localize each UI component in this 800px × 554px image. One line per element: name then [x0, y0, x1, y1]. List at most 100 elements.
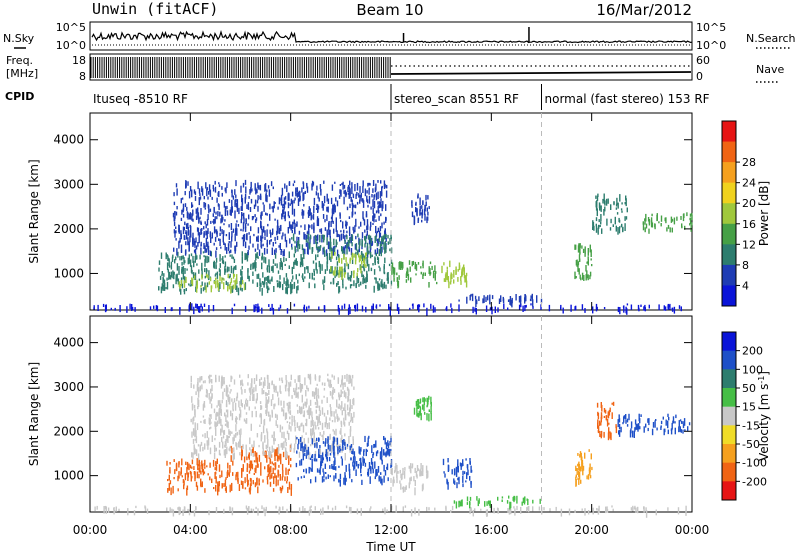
power-data-cell	[670, 227, 671, 232]
power-data-cell	[312, 181, 313, 187]
velocity-data-cell	[251, 509, 252, 512]
velocity-data-cell	[671, 429, 672, 434]
nsky-label: N.Sky	[3, 32, 35, 45]
velocity-data-cell	[301, 408, 302, 413]
velocity-data-cell	[239, 414, 240, 421]
power-data-cell	[381, 223, 382, 229]
velocity-data-cell	[273, 468, 274, 474]
power-data-cell	[201, 222, 202, 225]
power-data-cell	[199, 255, 200, 260]
velocity-data-cell	[269, 383, 270, 389]
power-data-cell	[304, 305, 305, 313]
power-data-cell	[330, 266, 331, 272]
velocity-data-cell	[420, 463, 421, 469]
power-data-cell	[387, 235, 388, 239]
velocity-data-cell	[192, 460, 193, 465]
power-data-cell	[248, 202, 249, 210]
velocity-data-cell	[197, 398, 198, 406]
velocity-data-cell	[220, 429, 221, 436]
power-data-cell	[335, 205, 336, 212]
power-data-cell	[433, 305, 434, 312]
power-data-cell	[624, 216, 625, 221]
velocity-data-cell	[206, 465, 207, 467]
power-data-cell	[384, 184, 385, 188]
velocity-data-cell	[216, 464, 217, 471]
velocity-data-cell	[655, 419, 656, 421]
power-data-cell	[248, 250, 249, 255]
power-data-cell	[192, 214, 193, 216]
velocity-data-cell	[532, 500, 533, 504]
power-data-cell	[225, 188, 226, 194]
velocity-data-cell	[426, 413, 427, 420]
velocity-data-cell	[316, 459, 317, 462]
freq-strip-frame	[90, 54, 692, 80]
velocity-data-cell	[305, 423, 306, 426]
velocity-data-cell	[256, 374, 257, 381]
velocity-data-cell	[230, 507, 231, 511]
power-data-cell	[306, 266, 307, 269]
power-data-cell	[434, 265, 435, 272]
velocity-data-cell	[337, 438, 338, 445]
time-tick-label: 04:00	[173, 523, 208, 537]
power-data-cell	[616, 204, 617, 207]
velocity-data-cell	[204, 443, 205, 449]
velocity-data-cell	[275, 438, 276, 441]
power-data-cell	[365, 307, 366, 313]
velocity-data-cell	[279, 454, 280, 461]
power-data-cell	[199, 236, 200, 243]
power-data-cell	[370, 252, 371, 258]
velocity-data-cell	[226, 385, 227, 391]
velocity-data-cell	[467, 470, 468, 476]
velocity-data-cell	[173, 477, 174, 479]
power-data-cell	[341, 258, 342, 264]
velocity-data-cell	[634, 506, 635, 510]
power-data-cell	[218, 182, 219, 184]
velocity-data-cell	[410, 463, 411, 469]
power-data-cell	[215, 216, 216, 223]
power-data-cell	[390, 234, 391, 238]
power-data-cell	[343, 197, 344, 205]
velocity-data-cell	[290, 410, 291, 415]
power-data-cell	[200, 304, 201, 308]
velocity-data-cell	[689, 422, 690, 425]
power-data-cell	[604, 194, 605, 202]
power-data-cell	[374, 277, 375, 279]
velocity-data-cell	[229, 472, 230, 477]
velocity-data-cell	[229, 448, 230, 450]
power-data-cell	[277, 283, 278, 288]
velocity-data-cell	[246, 403, 247, 406]
velocity-data-cell	[207, 431, 208, 438]
velocity-data-cell	[627, 419, 628, 423]
power-data-cell	[309, 273, 310, 279]
velocity-data-cell	[191, 396, 192, 403]
power-data-cell	[352, 253, 353, 258]
velocity-data-cell	[334, 431, 335, 435]
power-data-cell	[370, 244, 371, 249]
velocity-data-cell	[352, 399, 353, 404]
power-data-cell	[277, 236, 278, 240]
power-data-cell	[337, 261, 338, 266]
power-data-cell	[601, 205, 602, 212]
velocity-data-cell	[288, 433, 289, 440]
velocity-data-cell	[275, 386, 276, 390]
velocity-data-cell	[333, 461, 334, 468]
power-data-cell	[255, 188, 256, 195]
power-data-cell	[418, 262, 419, 265]
velocity-data-cell	[212, 435, 213, 442]
velocity-data-cell	[612, 403, 613, 405]
power-data-cell	[219, 212, 220, 217]
velocity-data-cell	[561, 509, 562, 517]
velocity-data-cell	[193, 428, 194, 436]
power-data-cell	[295, 247, 296, 253]
velocity-data-cell	[260, 405, 261, 410]
power-data-cell	[327, 194, 328, 202]
velocity-data-cell	[663, 417, 664, 420]
velocity-data-cell	[312, 454, 313, 458]
power-data-cell	[191, 270, 192, 274]
velocity-data-cell	[305, 447, 306, 449]
power-data-cell	[201, 275, 202, 280]
power-data-cell	[379, 285, 380, 291]
power-data-cell	[482, 298, 483, 303]
power-data-cell	[386, 185, 387, 188]
velocity-data-cell	[187, 486, 188, 491]
